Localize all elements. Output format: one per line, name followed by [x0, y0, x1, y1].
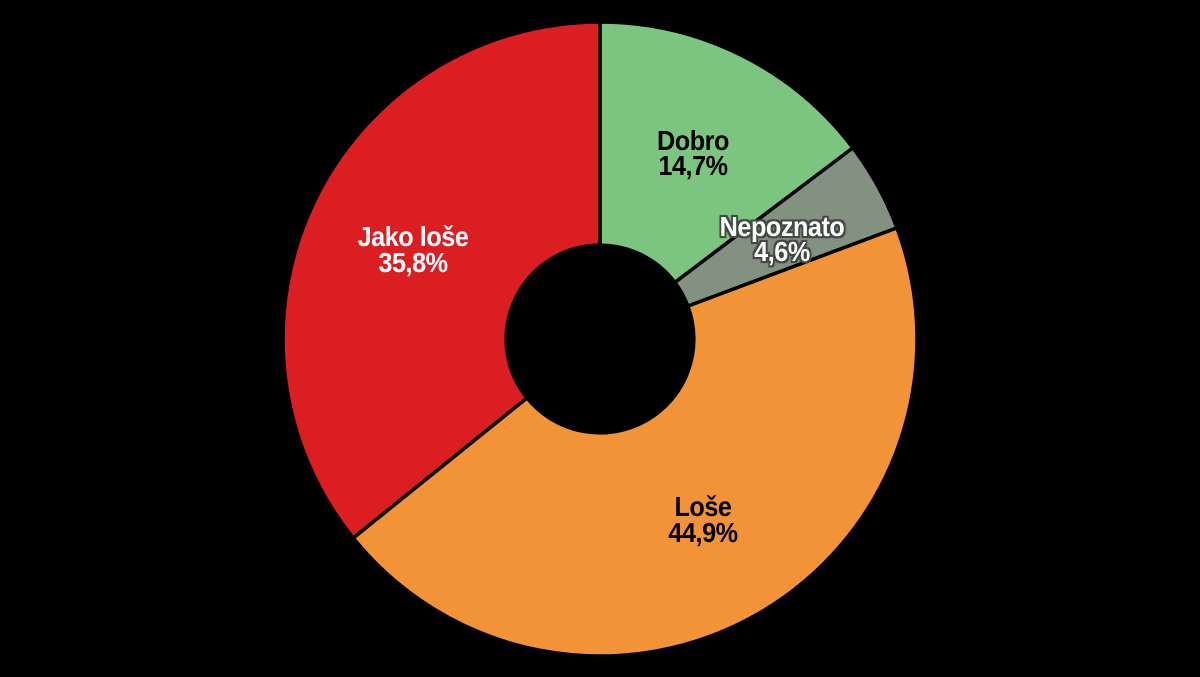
- pie-slice-jako-loše: [281, 20, 602, 540]
- pie-slice-dobro: [598, 20, 855, 285]
- pie-slice-loše: [351, 226, 919, 658]
